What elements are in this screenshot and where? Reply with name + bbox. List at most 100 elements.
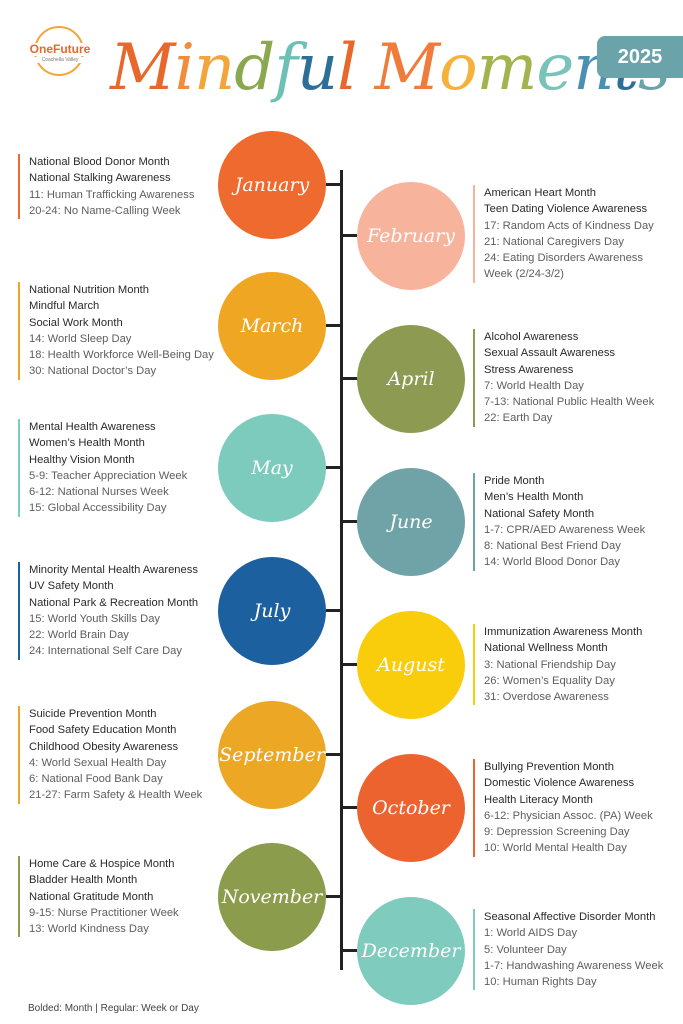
- month-name: July: [253, 600, 291, 622]
- month-observances: Immunization Awareness Month National Wel…: [473, 624, 643, 706]
- observance-month: Home Care & Hospice Month: [29, 858, 175, 870]
- observance-month: Food Safety Education Month: [29, 724, 177, 737]
- month-name: November: [221, 886, 323, 908]
- month-circle-july: July: [218, 557, 326, 665]
- observance-month: National Nutrition Month: [29, 284, 150, 296]
- month-circle-january: January: [218, 131, 326, 239]
- month-circle-august: August: [357, 611, 465, 719]
- month-observances: Home Care & Hospice Month Bladder Health …: [18, 856, 179, 938]
- title-letter: o: [439, 31, 478, 105]
- title-letter: e: [536, 31, 574, 105]
- observance-day: 9: Depression Screening Day: [484, 826, 630, 839]
- observance-month: National Wellness Month: [484, 642, 608, 655]
- observance-day: 4: World Sexual Health Day: [29, 756, 167, 769]
- month-name: September: [219, 744, 325, 766]
- observance-month: Seasonal Affective Disorder Month: [484, 911, 656, 923]
- month-circle-december: December: [357, 897, 465, 1005]
- title-letter: d: [234, 31, 275, 105]
- observance-day: 13: World Kindness Day: [29, 923, 149, 936]
- observance-month: Domestic Violence Awareness: [484, 777, 635, 790]
- month-observances: National Nutrition Month Mindful March Soc…: [18, 282, 214, 380]
- observance-month: National Blood Donor Month: [29, 156, 170, 168]
- observance-month: Teen Dating Violence Awareness: [484, 203, 648, 216]
- timeline-connector: [326, 324, 342, 327]
- observance-month: Men’s Health Month: [484, 491, 584, 504]
- title-letter: M: [110, 31, 176, 105]
- observance-day: 5: Volunteer Day: [484, 943, 567, 956]
- observance-month: Health Literacy Month: [484, 793, 593, 806]
- month-observances: Mental Health Awareness Women’s Health Mo…: [18, 419, 187, 517]
- observance-day: 10: Human Rights Day: [484, 976, 597, 989]
- month-circle-may: May: [218, 414, 326, 522]
- observance-month: Childhood Obesity Awareness: [29, 740, 179, 753]
- page-title: Mindful Moments: [110, 18, 671, 118]
- observance-day: 21-27: Farm Safety & Health Week: [29, 789, 203, 802]
- observance-month: Bladder Health Month: [29, 874, 138, 887]
- month-circle-september: September: [218, 701, 326, 809]
- observance-month: National Park & Recreation Month: [29, 596, 199, 609]
- month-name: May: [251, 457, 293, 479]
- month-name: January: [234, 174, 310, 196]
- month-name: April: [387, 368, 435, 390]
- legend-separator: |: [95, 1003, 98, 1014]
- observance-month: Mindful March: [29, 300, 100, 313]
- observance-day: 17: Random Acts of Kindness Day: [484, 219, 654, 232]
- observance-day: 1-7: Handwashing Awareness Week: [484, 959, 664, 972]
- month-name: March: [240, 315, 304, 337]
- legend-bold-label: Bolded: Month: [28, 1003, 93, 1014]
- observance-month: Alcohol Awareness: [484, 331, 579, 343]
- timeline-connector: [326, 183, 342, 186]
- title-letter: m: [476, 31, 538, 105]
- observance-day: 8: National Best Friend Day: [484, 540, 621, 553]
- observance-day: 15: World Youth Skills Day: [29, 612, 161, 625]
- timeline-connector: [341, 377, 357, 380]
- observance-day: 22: World Brain Day: [29, 629, 129, 642]
- month-observances: Alcohol Awareness Sexual Assault Awarenes…: [473, 329, 654, 427]
- observance-month: National Gratitude Month: [29, 890, 154, 903]
- observance-day: 14: World Sleep Day: [29, 332, 132, 345]
- month-observances: Pride Month Men’s Health Month National Sa…: [473, 473, 645, 571]
- month-observances: Seasonal Affective Disorder Month 1: Worl…: [473, 909, 664, 991]
- observance-day: 9-15: Nurse Practitioner Week: [29, 906, 179, 919]
- month-circle-november: November: [218, 843, 326, 951]
- observance-day: 24: Eating Disorders Awareness: [484, 252, 643, 265]
- month-name: December: [361, 940, 461, 962]
- observance-day: 5-9: Teacher Appreciation Week: [29, 469, 188, 482]
- observance-day: 11: Human Trafficking Awareness: [29, 188, 195, 201]
- month-name: October: [372, 797, 450, 819]
- observance-day: 7: World Health Day: [484, 379, 584, 392]
- month-observances: Bullying Prevention Month Domestic Violen…: [473, 759, 653, 857]
- logo-name: OneFuture: [28, 42, 92, 56]
- timeline-connector: [341, 949, 357, 952]
- observance-month: Pride Month: [484, 475, 545, 487]
- observance-day: 24: International Self Care Day: [29, 645, 182, 658]
- observance-day: 14: World Blood Donor Day: [484, 556, 620, 569]
- observance-month: National Safety Month: [484, 507, 595, 520]
- observance-month: Mental Health Awareness: [29, 421, 156, 433]
- month-observances: National Blood Donor Month National Stalk…: [18, 154, 195, 220]
- observance-month: Healthy Vision Month: [29, 453, 135, 466]
- observance-day: 1-7: CPR/AED Awareness Week: [484, 523, 646, 536]
- onefuture-logo: OneFuture Coachella Valley: [28, 26, 92, 90]
- legend-note: Bolded: Month | Regular: Week or Day: [28, 1003, 199, 1014]
- observance-day: 3: National Friendship Day: [484, 658, 616, 671]
- month-circle-february: February: [357, 182, 465, 290]
- observance-month: Suicide Prevention Month: [29, 708, 157, 720]
- timeline-connector: [341, 234, 357, 237]
- logo-subtitle: Coachella Valley: [28, 57, 92, 63]
- legend-regular-label: Regular: Week or Day: [100, 1003, 199, 1014]
- timeline-connector: [341, 663, 357, 666]
- timeline-connector: [341, 806, 357, 809]
- month-observances: Suicide Prevention Month Food Safety Educ…: [18, 706, 202, 804]
- month-circle-june: June: [357, 468, 465, 576]
- observance-month: Immunization Awareness Month: [484, 626, 643, 638]
- observance-day: 26: Women’s Equality Day: [484, 674, 615, 687]
- observance-month: UV Safety Month: [29, 580, 114, 593]
- month-observances: Minority Mental Health Awareness UV Safet…: [18, 562, 198, 660]
- observance-day: 10: World Mental Health Day: [484, 842, 627, 855]
- timeline-connector: [326, 609, 342, 612]
- observance-day: 20-24: No Name-Calling Week: [29, 204, 181, 217]
- month-circle-march: March: [218, 272, 326, 380]
- month-observances: American Heart Month Teen Dating Violence…: [473, 185, 654, 283]
- observance-month: Stress Awareness: [484, 363, 574, 376]
